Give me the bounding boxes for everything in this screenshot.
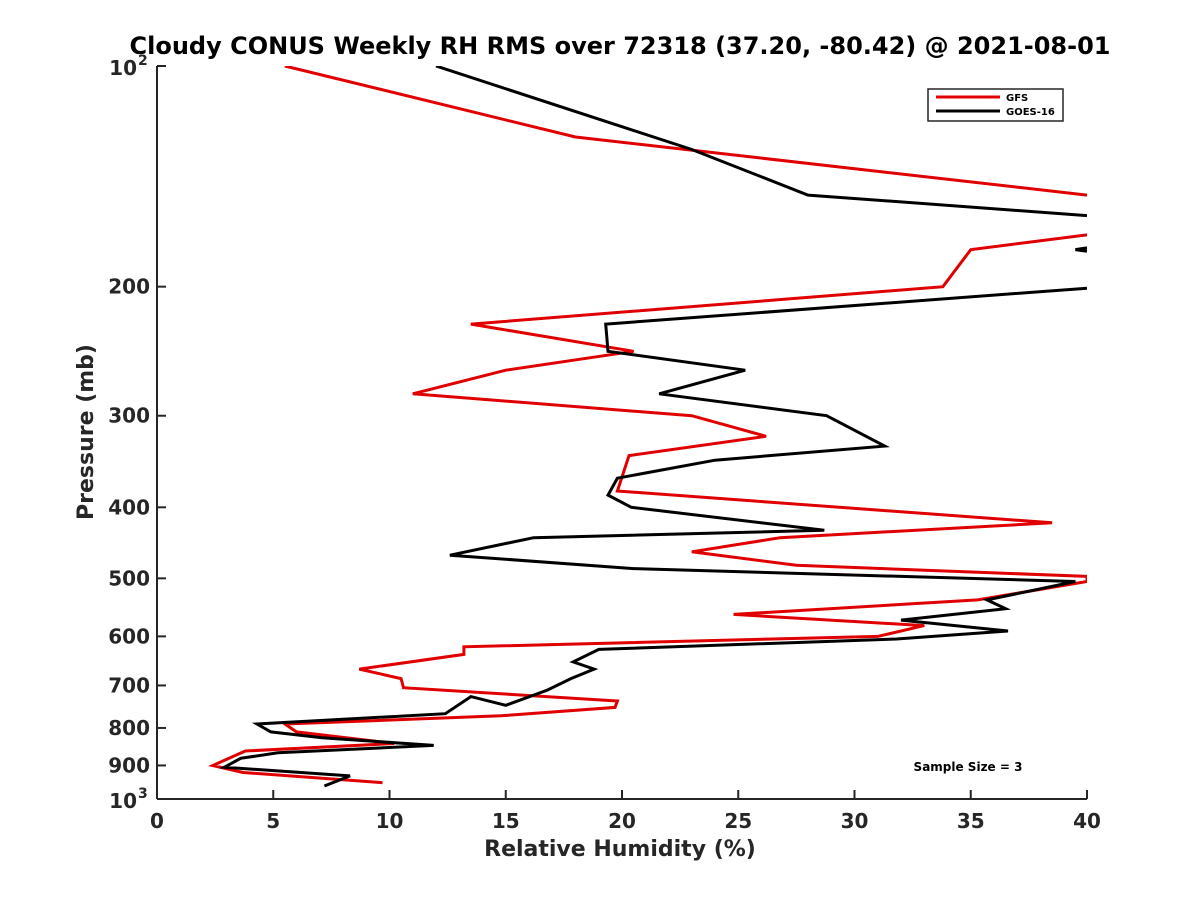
- x-tick-label: 30: [841, 809, 869, 833]
- series-line-goes16: [219, 66, 1087, 788]
- legend: GFS GOES-16: [927, 88, 1064, 122]
- y-tick-label: 500: [108, 566, 150, 590]
- x-axis-label: Relative Humidity (%): [484, 837, 756, 862]
- y-tick-label: 10: [109, 789, 137, 813]
- x-tick-label: 25: [724, 809, 752, 833]
- sample-size-annotation: Sample Size = 3: [914, 760, 1023, 774]
- y-tick-exponent: 2: [138, 53, 148, 69]
- y-tick-label: 300: [108, 404, 150, 428]
- y-tick-label: 10: [109, 56, 137, 80]
- y-tick-label: 600: [108, 624, 150, 648]
- legend-label-goes16: GOES-16: [1006, 107, 1055, 118]
- y-tick-label: 900: [108, 753, 150, 777]
- series-layer: [208, 66, 1087, 788]
- plot-background: [157, 66, 1087, 799]
- y-tick-exponent: 3: [138, 786, 148, 802]
- y-axis-label: Pressure (mb): [74, 344, 99, 520]
- legend-label-gfs: GFS: [1006, 93, 1028, 104]
- x-tick-label: 5: [266, 809, 280, 833]
- x-tick-label: 20: [608, 809, 636, 833]
- x-tick-label: 40: [1073, 809, 1101, 833]
- y-tick-label: 700: [108, 673, 150, 697]
- y-tick-label: 800: [108, 716, 150, 740]
- y-tick-label: 200: [108, 275, 150, 299]
- x-tick-label: 0: [150, 809, 164, 833]
- chart-title: Cloudy CONUS Weekly RH RMS over 72318 (3…: [130, 32, 1111, 60]
- x-tick-label: 35: [957, 809, 985, 833]
- x-tick-label: 10: [376, 809, 404, 833]
- series-line-gfs: [208, 66, 1087, 785]
- y-tick-label: 400: [108, 495, 150, 519]
- x-tick-label: 15: [492, 809, 520, 833]
- legend-box: [927, 88, 1064, 122]
